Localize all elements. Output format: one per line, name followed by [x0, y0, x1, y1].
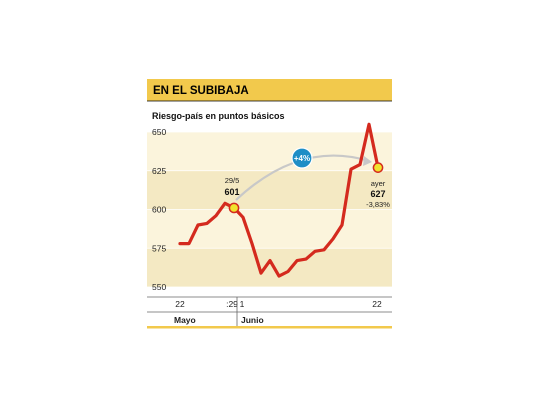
x-tick-label: :29	[226, 299, 238, 309]
marker-start	[228, 202, 240, 214]
x-tick-label: 22	[175, 299, 185, 309]
start-date-label: 29/5	[225, 176, 240, 185]
marker-end	[372, 162, 384, 173]
y-axis-ticks: 650 625 600 575 550	[152, 127, 166, 292]
series-line	[178, 122, 380, 278]
plot-band	[147, 132, 392, 171]
x-tick-label: 22	[372, 299, 382, 309]
change-badge-label: +4%	[294, 154, 310, 163]
month-label-junio: Junio	[241, 315, 264, 325]
end-date-label: ayer	[371, 179, 386, 188]
chart-subtitle: Riesgo-país en puntos básicos	[152, 111, 285, 121]
y-tick-label: 600	[152, 205, 166, 215]
change-badge	[291, 147, 313, 169]
plot-band	[147, 209, 392, 249]
x-tick-label: 1	[240, 299, 245, 309]
x-axis-ticks: 22 :29 1 22	[175, 299, 382, 309]
plot-band	[147, 248, 392, 287]
y-tick-label: 650	[152, 127, 166, 137]
month-label-mayo: Mayo	[174, 315, 196, 325]
change-arrow-head	[363, 156, 372, 166]
plot-band	[147, 170, 392, 210]
end-value-label: 627	[370, 189, 385, 199]
chart-title: EN EL SUBIBAJA	[153, 85, 249, 97]
plot-bands	[147, 131, 392, 288]
end-change-label: -3,83%	[366, 200, 390, 209]
y-tick-label: 625	[152, 166, 166, 176]
y-tick-label: 575	[152, 243, 166, 253]
y-tick-label: 550	[152, 282, 166, 292]
title-bar	[147, 79, 392, 101]
bottom-rule	[147, 326, 392, 329]
start-value-label: 601	[224, 187, 239, 197]
